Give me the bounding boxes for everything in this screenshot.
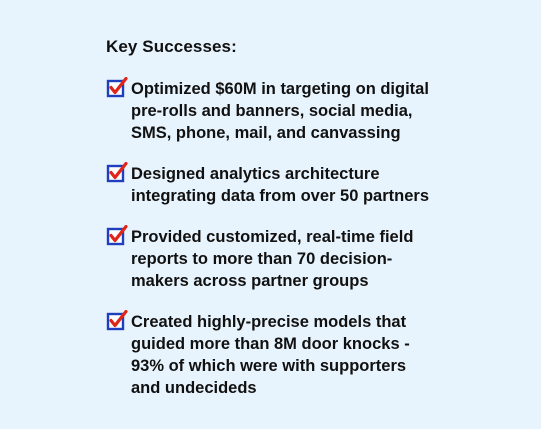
checked-box-icon — [106, 225, 128, 246]
list-item: Provided customized, real-time field rep… — [106, 225, 506, 292]
successes-list: Optimized $60M in targeting on digital p… — [106, 77, 506, 418]
list-item: Designed analytics architecture integrat… — [106, 162, 506, 207]
list-item-text: Designed analytics architecture integrat… — [131, 163, 471, 207]
text-line: integrating data from over 50 partners — [131, 187, 429, 205]
text-line: reports to more than 70 decision- — [131, 250, 393, 268]
checked-box-icon — [106, 310, 128, 331]
text-line: SMS, phone, mail, and canvassing — [131, 124, 401, 142]
list-item-text: Created highly-precise models that guide… — [131, 311, 471, 399]
section-heading: Key Successes: — [106, 37, 237, 56]
list-item: Created highly-precise models that guide… — [106, 310, 506, 399]
text-line: 93% of which were with supporters — [131, 357, 407, 375]
list-item-text: Provided customized, real-time field rep… — [131, 226, 471, 292]
text-line: Provided customized, real-time field — [131, 228, 414, 246]
text-line: pre-rolls and banners, social media, — [131, 102, 413, 120]
list-item: Optimized $60M in targeting on digital p… — [106, 77, 506, 144]
text-line: Created highly-precise models that — [131, 313, 407, 331]
checked-box-icon — [106, 162, 128, 183]
text-line: guided more than 8M door knocks - — [131, 335, 410, 353]
list-item-text: Optimized $60M in targeting on digital p… — [131, 78, 471, 144]
text-line: and undecideds — [131, 379, 257, 397]
checked-box-icon — [106, 77, 128, 98]
text-line: makers across partner groups — [131, 272, 369, 290]
text-line: Designed analytics architecture — [131, 165, 380, 183]
text-line: Optimized $60M in targeting on digital — [131, 80, 429, 98]
